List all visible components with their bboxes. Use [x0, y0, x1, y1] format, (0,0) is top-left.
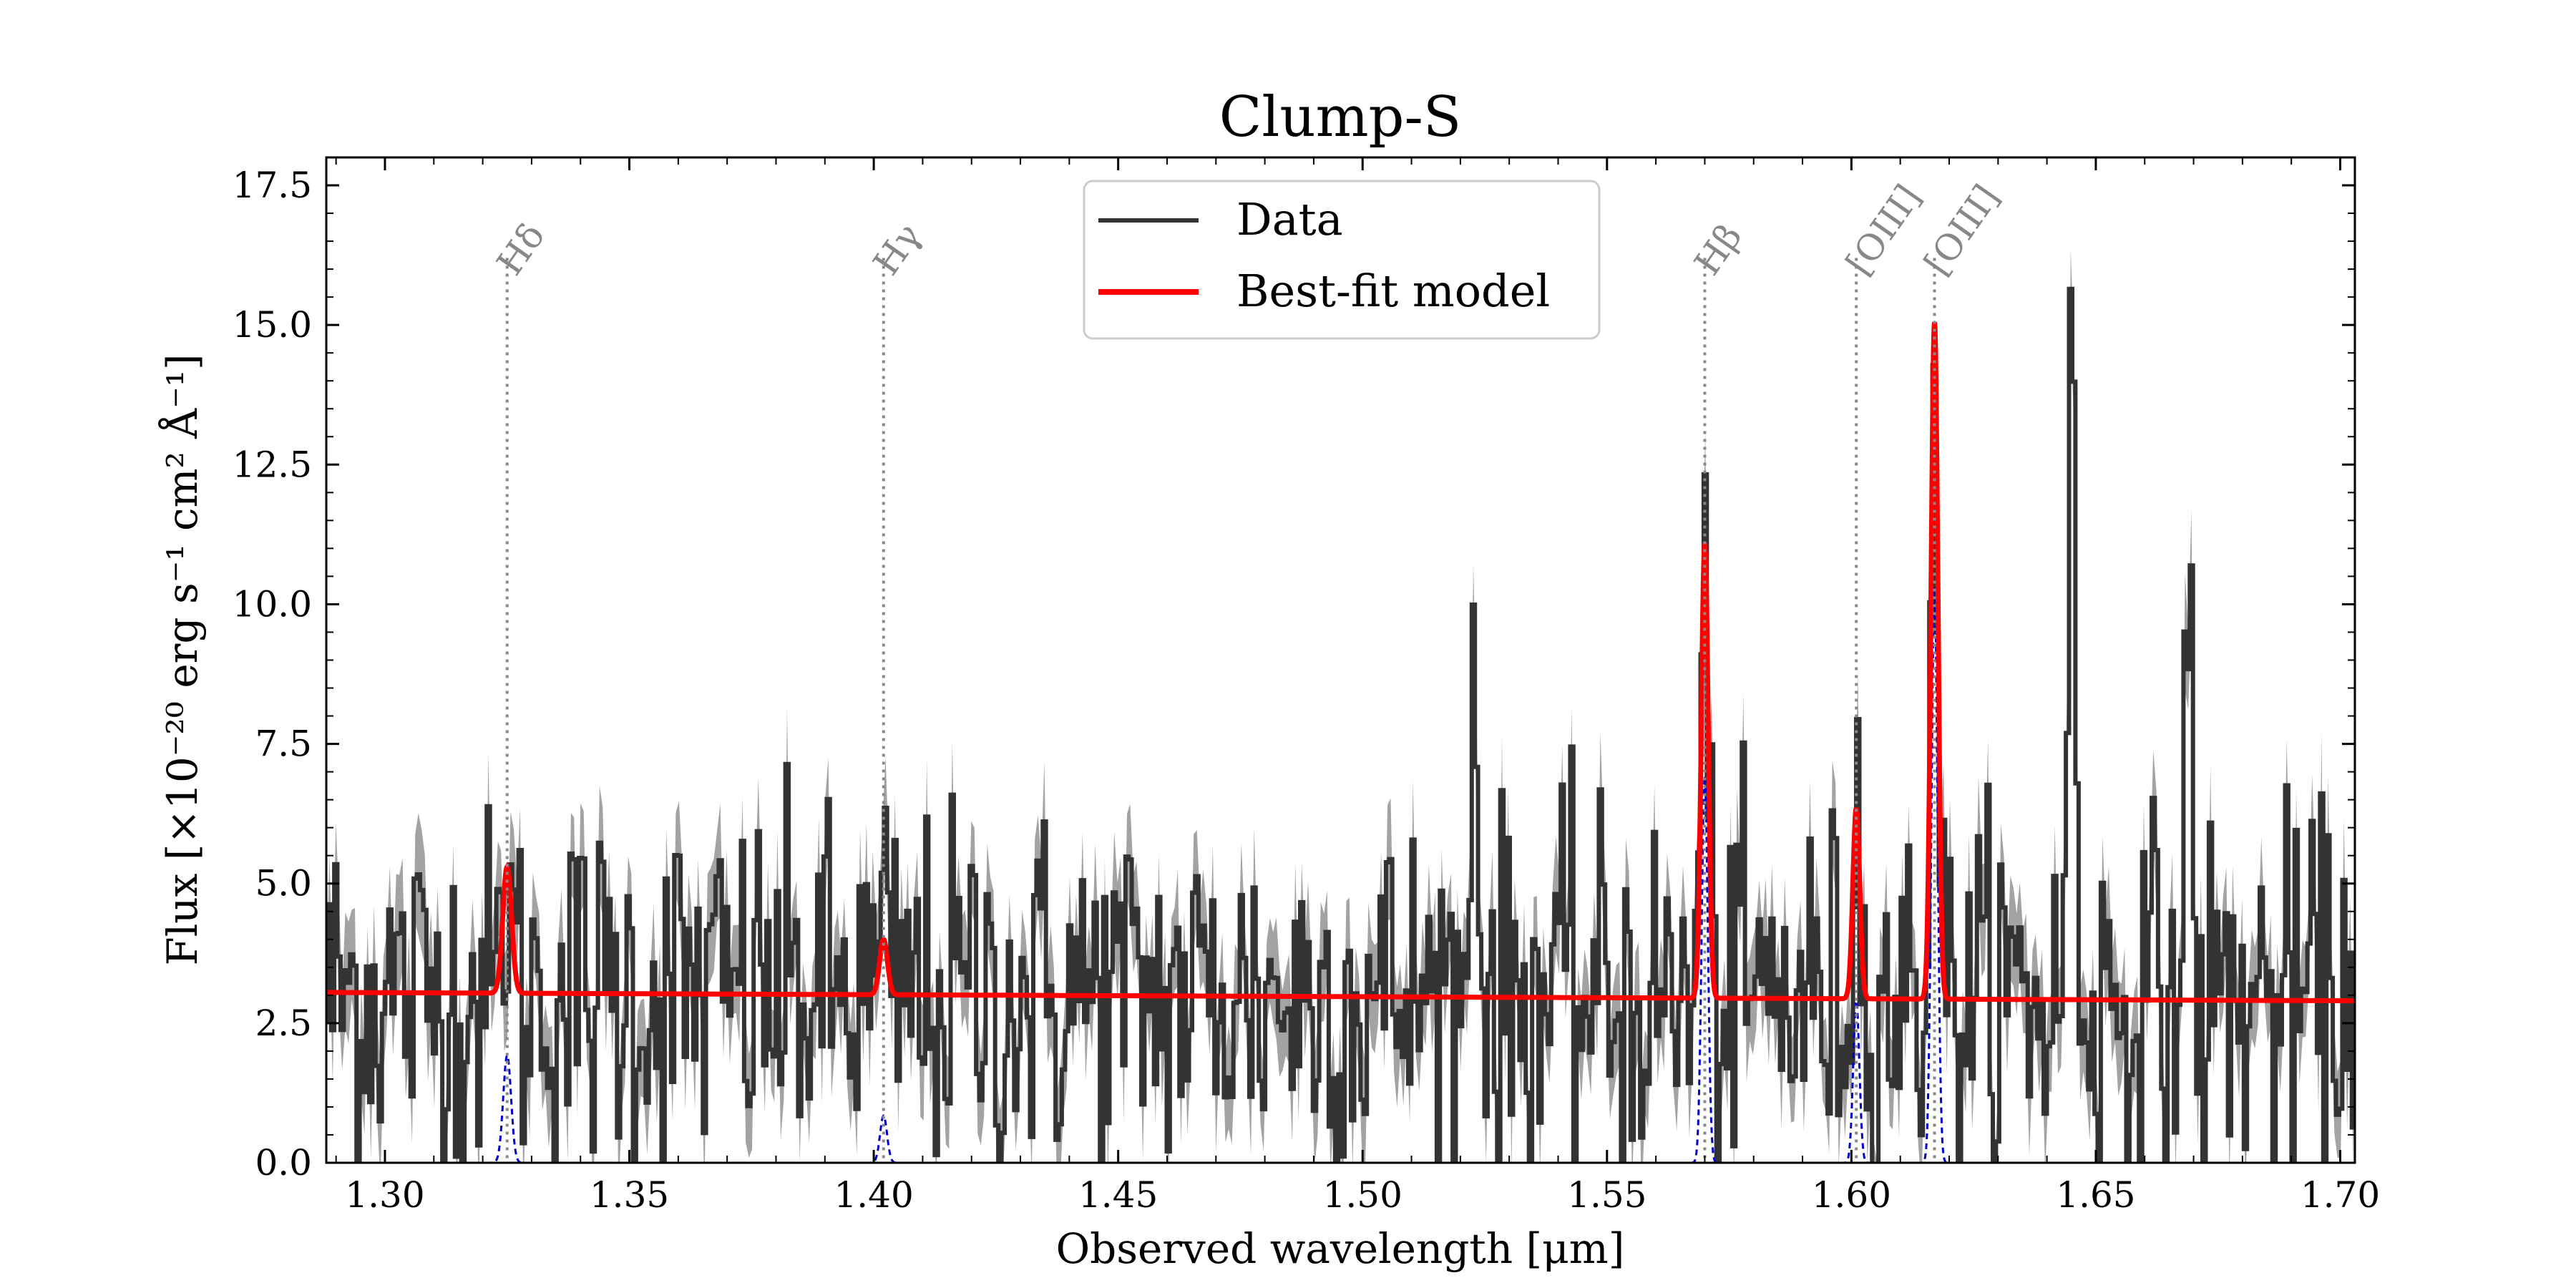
- y-tick-label: 7.5: [255, 723, 312, 765]
- x-axis-ticks: 1.30 1.35 1.40 1.45 1.50 1.55 1.60 1.65 1.70: [335, 157, 2380, 1216]
- emission-line-label: Hβ: [1687, 216, 1750, 283]
- x-tick-label: 1.30: [345, 1174, 424, 1216]
- legend-box: [1083, 180, 1601, 340]
- x-tick-label: 1.50: [1323, 1174, 1402, 1216]
- y-tick-label: 12.5: [233, 444, 312, 485]
- legend: Data Best-fit model: [1083, 180, 1601, 340]
- legend-data-label: Data: [1236, 193, 1343, 245]
- plot-area: [326, 248, 2355, 1163]
- x-tick-label: 1.65: [2056, 1174, 2135, 1216]
- chart-title: Clump-S: [1219, 85, 1462, 150]
- y-tick-label: 15.0: [233, 304, 312, 346]
- x-tick-label: 1.40: [834, 1174, 913, 1216]
- y-tick-label: 2.5: [255, 1002, 312, 1044]
- best-fit-model-line: [326, 322, 2355, 1004]
- x-tick-label: 1.70: [2301, 1174, 2380, 1216]
- y-axis-ticks: 0.0 2.5 5.0 7.5 10.0 12.5 15.0 17.5: [233, 165, 2355, 1184]
- x-tick-label: 1.45: [1078, 1174, 1158, 1216]
- emission-line-label: Hγ: [865, 216, 930, 283]
- x-axis-label: Observed wavelength [μm]: [1056, 1224, 1625, 1273]
- y-tick-label: 0.0: [255, 1142, 312, 1184]
- legend-model-label: Best-fit model: [1236, 265, 1550, 317]
- y-tick-label: 5.0: [255, 863, 312, 904]
- y-tick-label: 10.0: [233, 583, 312, 625]
- emission-line-label: [OIII]: [1838, 177, 1929, 283]
- emission-line-label: [OIII]: [1916, 177, 2007, 283]
- data-series-line: [326, 286, 2355, 1163]
- x-tick-label: 1.55: [1567, 1174, 1646, 1216]
- y-axis-label: Flux [×10⁻²⁰ erg s⁻¹ cm² Å⁻¹]: [158, 353, 207, 965]
- x-tick-label: 1.35: [590, 1174, 669, 1216]
- emission-line-label: Hδ: [489, 215, 553, 283]
- x-tick-label: 1.60: [1812, 1174, 1891, 1216]
- y-tick-label: 17.5: [233, 165, 312, 206]
